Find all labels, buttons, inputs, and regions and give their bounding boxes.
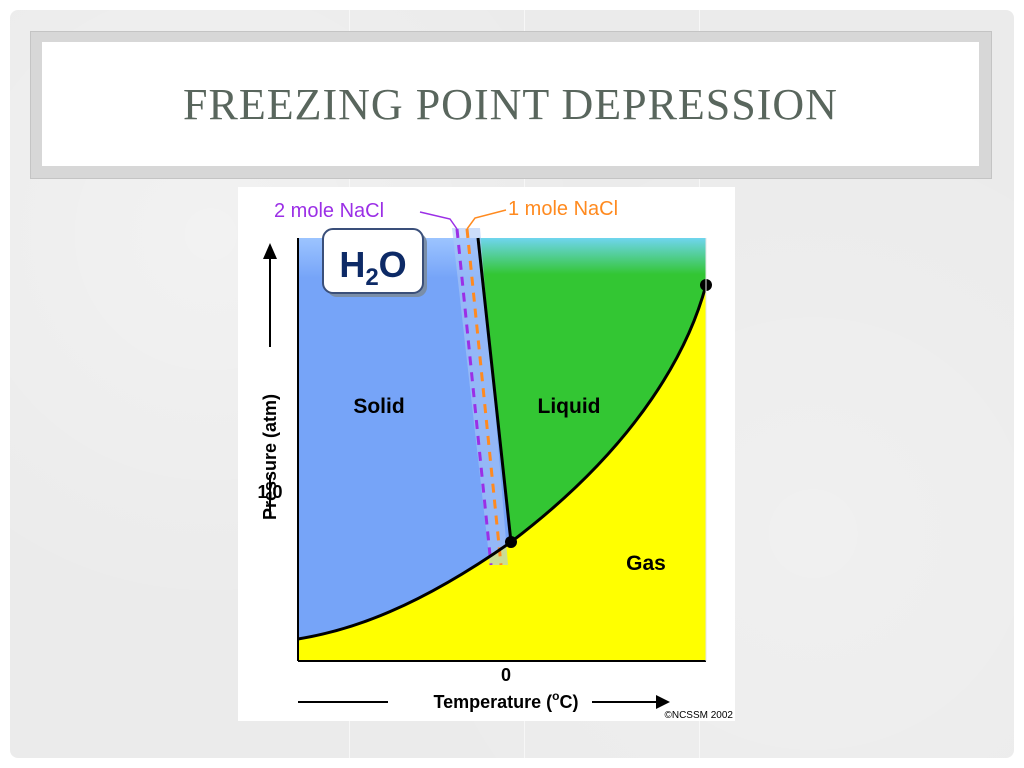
liquid-region xyxy=(478,238,706,542)
x-axis-label-post: C) xyxy=(560,692,579,712)
phase-diagram-svg: H2O Solid Liquid Gas 2 mole NaCl 1 mole … xyxy=(257,198,733,721)
two-mole-label: 2 mole NaCl xyxy=(274,200,384,222)
phase-diagram: H2O Solid Liquid Gas 2 mole NaCl 1 mole … xyxy=(238,187,735,721)
x-axis-label-sup: o xyxy=(552,689,559,703)
x-tick-label: 0 xyxy=(501,665,511,685)
melting-curve xyxy=(476,237,513,543)
x-arrow-head xyxy=(656,695,670,709)
solid-label: Solid xyxy=(353,395,404,418)
solid-region xyxy=(298,238,511,639)
liquid-label: Liquid xyxy=(538,395,601,418)
vaporization-curve xyxy=(510,284,708,544)
h2o-o: O xyxy=(379,244,407,285)
y-axis-title: Pressure (atm) xyxy=(260,394,280,520)
h2o-badge xyxy=(322,228,424,294)
two-mole-leader xyxy=(419,211,458,230)
one-mole-leader xyxy=(466,209,507,230)
triple-point xyxy=(505,536,517,548)
slide-title: FREEZING POINT DEPRESSION xyxy=(183,79,838,129)
gas-label: Gas xyxy=(626,552,666,575)
h2o-label: H2O xyxy=(339,244,406,291)
y-arrow-head xyxy=(263,243,277,259)
one-mole-line xyxy=(465,228,503,566)
y-tick-label: 1.0 xyxy=(257,482,282,502)
h2o-sub: 2 xyxy=(365,264,378,291)
two-mole-line xyxy=(455,228,493,566)
one-mole-label: 1 mole NaCl xyxy=(508,198,618,220)
x-axis-label: Temperature (oC) xyxy=(433,689,578,712)
y-axis-label: Pressure (atm) xyxy=(260,394,280,520)
title-box: FREEZING POINT DEPRESSION xyxy=(42,42,979,166)
h2o-h: H xyxy=(339,244,365,285)
x-axis-label-pre: Temperature ( xyxy=(433,692,552,712)
copyright-label: ©NCSSM 2002 xyxy=(664,710,733,721)
sublimation-curve xyxy=(297,540,512,641)
